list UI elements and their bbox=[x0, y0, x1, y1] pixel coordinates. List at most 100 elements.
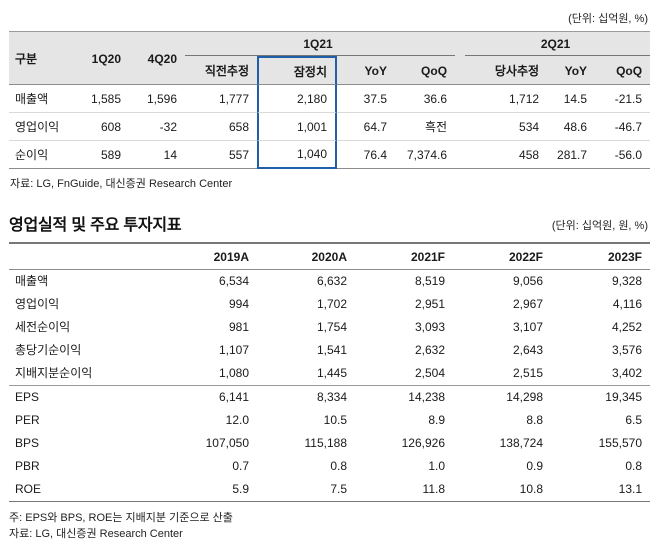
table-row-controlling-net-profit: 지배지분순이익 1,080 1,445 2,504 2,515 3,402 bbox=[9, 362, 650, 385]
table-cell: 2,967 bbox=[512, 297, 543, 311]
table-cell: 107,050 bbox=[205, 436, 249, 450]
col-header-2020a: 2020A bbox=[257, 242, 355, 270]
table-cell: 0.9 bbox=[526, 459, 543, 473]
table-cell: 7,374.6 bbox=[395, 141, 456, 169]
table-row-pbr: PBR 0.7 0.8 1.0 0.9 0.8 bbox=[9, 455, 650, 478]
table-cell: 589 bbox=[73, 141, 129, 169]
col-header-prev-estimate: 직전추정 bbox=[185, 56, 257, 85]
table-cell: 658 bbox=[185, 113, 257, 141]
col-header-1q20: 1Q20 bbox=[73, 31, 129, 85]
section-header: 영업실적 및 주요 투자지표 (단위: 십억원, 원, %) bbox=[9, 211, 650, 235]
row-spacer bbox=[455, 113, 466, 141]
col-header-empty bbox=[9, 242, 159, 270]
table-row-per: PER 12.0 10.5 8.9 8.8 6.5 bbox=[9, 409, 650, 432]
table-row-net-profit: 순이익 589 14 557 1,040 76.4 7,374.6 458 28… bbox=[9, 141, 651, 169]
footnotes: 주: EPS와 BPS, ROE는 지배지분 기준으로 산출 자료: LG, 대… bbox=[9, 510, 650, 542]
row-label: 매출액 bbox=[15, 274, 49, 288]
table-cell: 3,093 bbox=[414, 320, 445, 334]
table-cell: 3,576 bbox=[611, 343, 642, 357]
unit-note-quarterly: (단위: 십억원, %) bbox=[568, 13, 648, 25]
table-row-bps: BPS 107,050 115,188 126,926 138,724 155,… bbox=[9, 432, 650, 455]
table-cell: 2,643 bbox=[512, 343, 543, 357]
row-label: PBR bbox=[15, 459, 40, 473]
col-header-2021f: 2021F bbox=[355, 242, 453, 270]
table-row-roe: ROE 5.9 7.5 11.8 10.8 13.1 bbox=[9, 478, 650, 502]
table-cell: 1,712 bbox=[465, 85, 548, 113]
header-spacer bbox=[455, 31, 466, 85]
section-title: 영업실적 및 주요 투자지표 bbox=[9, 217, 182, 234]
table-cell: 5.9 bbox=[159, 478, 257, 502]
table-cell: 8.8 bbox=[526, 413, 543, 427]
table-cell: 8,334 bbox=[257, 385, 355, 409]
table-cell: 1,754 bbox=[316, 320, 347, 334]
table-cell: 6,141 bbox=[159, 385, 257, 409]
table-cell: 994 bbox=[228, 297, 249, 311]
table-cell: 8,519 bbox=[414, 274, 445, 288]
table-cell: 1,107 bbox=[218, 343, 249, 357]
table-cell: 9,328 bbox=[611, 274, 642, 288]
table-cell: 2,515 bbox=[512, 366, 543, 380]
source-note-quarterly: 자료: LG, FnGuide, 대신증권 Research Center bbox=[10, 178, 233, 190]
col-header-our-estimate: 당사추정 bbox=[465, 56, 548, 85]
table-header-group-row: 구분 1Q20 4Q20 1Q21 2Q21 bbox=[9, 31, 651, 85]
table-cell: 115,188 bbox=[304, 436, 348, 450]
col-header-qoq-1q21: QoQ bbox=[395, 56, 456, 85]
table-cell: 6,632 bbox=[316, 274, 347, 288]
table-header-sub-row: 직전추정 잠정치 YoY QoQ 당사추정 YoY QoQ bbox=[9, 56, 651, 85]
table-cell: 1,541 bbox=[316, 343, 347, 357]
table-cell: 3,402 bbox=[611, 366, 642, 380]
col-header-2022f: 2022F bbox=[453, 242, 551, 270]
row-label: 지배지분순이익 bbox=[15, 366, 93, 380]
table-cell: 1.0 bbox=[428, 459, 445, 473]
row-spacer bbox=[455, 85, 466, 113]
row-label: 순이익 bbox=[9, 141, 73, 169]
table-cell: 0.8 bbox=[625, 459, 642, 473]
source-note-annual: 자료: LG, 대신증권 Research Center bbox=[9, 528, 183, 540]
table-cell: 126,926 bbox=[401, 436, 445, 450]
col-header-2023f: 2023F bbox=[551, 242, 650, 270]
table-cell: -21.5 bbox=[595, 85, 651, 113]
table-cell: 458 bbox=[465, 141, 548, 169]
table-cell: 0.8 bbox=[330, 459, 347, 473]
table-cell: 36.6 bbox=[395, 85, 456, 113]
unit-note-annual: (단위: 십억원, 원, %) bbox=[551, 220, 648, 232]
table-cell: 1,585 bbox=[73, 85, 129, 113]
annual-header-row: 2019A 2020A 2021F 2022F 2023F bbox=[9, 242, 650, 270]
row-label: BPS bbox=[15, 436, 40, 450]
table-cell: 2,504 bbox=[414, 366, 445, 380]
table-cell: -32 bbox=[129, 113, 185, 141]
table-cell: 608 bbox=[73, 113, 129, 141]
table-cell: 14.5 bbox=[547, 85, 596, 113]
table-cell: 281.7 bbox=[547, 141, 596, 169]
table-cell: 981 bbox=[228, 320, 249, 334]
table-cell: 8.9 bbox=[428, 413, 445, 427]
table-cell: 14,298 bbox=[453, 385, 551, 409]
table-cell-highlighted: 1,001 bbox=[257, 113, 337, 141]
quarterly-earnings-table: 구분 1Q20 4Q20 1Q21 2Q21 직전추정 잠정치 YoY QoQ … bbox=[9, 31, 651, 169]
table-cell: 534 bbox=[465, 113, 548, 141]
table-cell: 64.7 bbox=[337, 113, 395, 141]
report-page: (단위: 십억원, %) 구분 1Q20 4Q20 1Q21 2Q21 직전추정… bbox=[9, 8, 651, 542]
row-spacer bbox=[455, 141, 466, 169]
col-header-yoy-2q21: YoY bbox=[547, 56, 596, 85]
col-header-gubun: 구분 bbox=[9, 31, 73, 85]
row-label: 매출액 bbox=[9, 85, 73, 113]
row-label: 영업이익 bbox=[15, 297, 60, 311]
row-label: ROE bbox=[9, 478, 159, 502]
table-cell: 14,238 bbox=[355, 385, 453, 409]
table-cell: 12.0 bbox=[225, 413, 249, 427]
table-cell: 6,534 bbox=[218, 274, 249, 288]
table-cell: 10.8 bbox=[453, 478, 551, 502]
table-cell: 9,056 bbox=[512, 274, 543, 288]
table-cell: -56.0 bbox=[595, 141, 651, 169]
table-row-sales: 매출액 6,534 6,632 8,519 9,056 9,328 bbox=[9, 270, 650, 293]
table-cell: 7.5 bbox=[257, 478, 355, 502]
table-cell: 19,345 bbox=[551, 385, 650, 409]
col-header-preliminary: 잠정치 bbox=[257, 56, 337, 85]
table-cell: 4,252 bbox=[611, 320, 642, 334]
table-row-pretax-profit: 세전순이익 981 1,754 3,093 3,107 4,252 bbox=[9, 316, 650, 339]
table-cell-highlighted: 2,180 bbox=[257, 85, 337, 113]
col-header-2019a: 2019A bbox=[159, 242, 257, 270]
col-header-yoy-1q21: YoY bbox=[337, 56, 395, 85]
table-cell: 557 bbox=[185, 141, 257, 169]
